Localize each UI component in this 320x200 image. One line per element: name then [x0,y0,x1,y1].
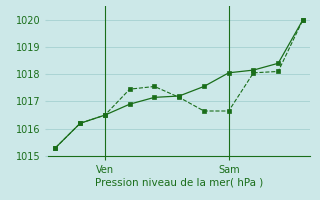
X-axis label: Pression niveau de la mer( hPa ): Pression niveau de la mer( hPa ) [95,178,263,188]
